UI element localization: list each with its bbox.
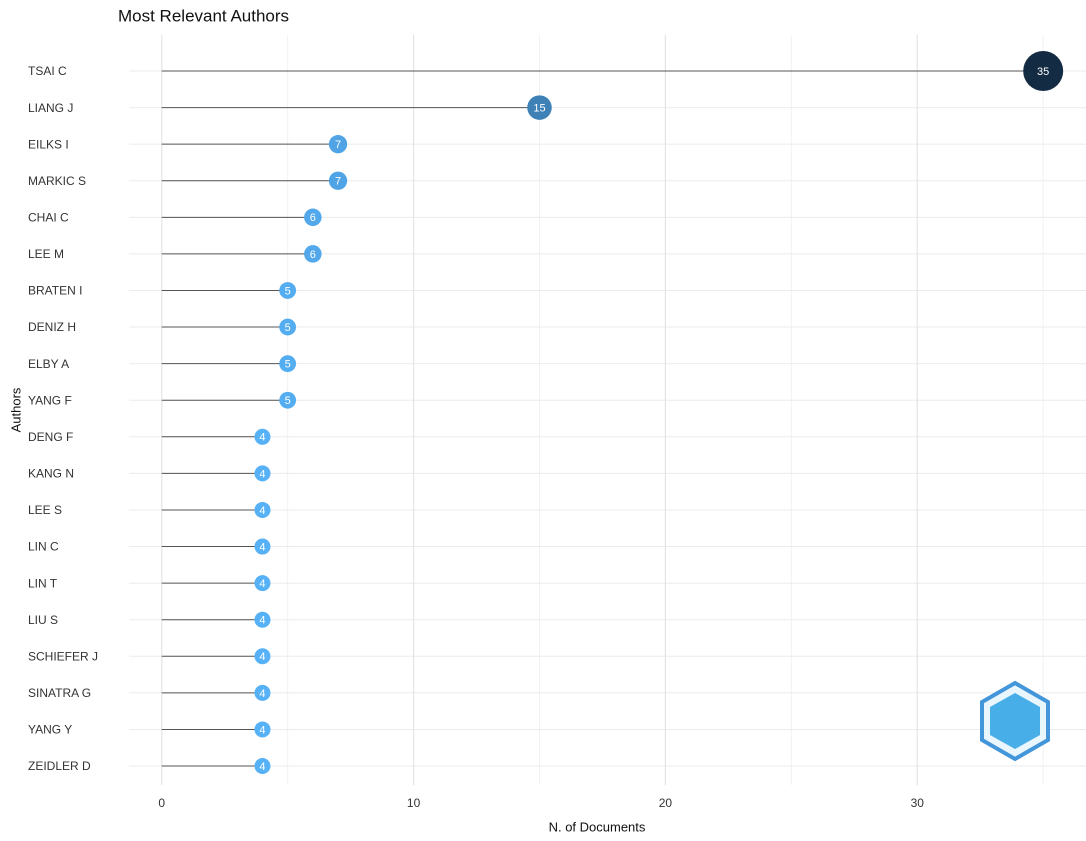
dot bbox=[254, 684, 271, 701]
y-tick-label: LIN C bbox=[28, 540, 59, 554]
dot bbox=[328, 134, 348, 154]
value-label: 4 bbox=[259, 724, 265, 736]
y-tick-label: ZEIDLER D bbox=[28, 759, 91, 773]
y-tick-label: DENIZ H bbox=[28, 320, 76, 334]
value-label: 4 bbox=[259, 432, 265, 444]
value-label: 4 bbox=[259, 615, 265, 627]
value-label: 4 bbox=[259, 761, 265, 773]
x-tick-label: 20 bbox=[659, 796, 673, 810]
x-tick-label: 0 bbox=[158, 796, 165, 810]
value-label: 5 bbox=[285, 395, 291, 407]
y-tick-label: CHAI C bbox=[28, 210, 69, 224]
dot bbox=[279, 355, 297, 373]
y-tick-label: KANG N bbox=[28, 467, 74, 481]
value-label: 4 bbox=[259, 541, 265, 553]
y-tick-label: LIU S bbox=[28, 613, 58, 627]
dot bbox=[304, 245, 322, 263]
dot bbox=[254, 575, 271, 592]
value-label: 6 bbox=[310, 212, 316, 224]
value-label: 6 bbox=[310, 249, 316, 261]
x-tick-label: 30 bbox=[911, 796, 925, 810]
dot bbox=[254, 428, 271, 445]
y-tick-label: BRATEN I bbox=[28, 284, 82, 298]
value-label: 5 bbox=[285, 285, 291, 297]
y-axis-title: Authors bbox=[8, 387, 23, 432]
y-tick-label: LIANG J bbox=[28, 101, 73, 115]
value-label: 35 bbox=[1037, 66, 1049, 78]
dot bbox=[328, 171, 348, 190]
dot bbox=[527, 95, 552, 120]
logo bbox=[980, 680, 1050, 762]
dot bbox=[1023, 51, 1064, 91]
dot bbox=[254, 758, 271, 775]
dot bbox=[304, 208, 322, 227]
value-label: 4 bbox=[259, 505, 265, 517]
dot bbox=[254, 538, 271, 555]
dot bbox=[254, 501, 271, 518]
value-label: 7 bbox=[335, 139, 341, 151]
y-tick-label: LEE M bbox=[28, 247, 64, 261]
dot bbox=[279, 318, 297, 336]
y-tick-label: EILKS I bbox=[28, 137, 69, 151]
value-label: 5 bbox=[285, 359, 291, 371]
y-tick-label: YANG Y bbox=[28, 723, 72, 737]
y-tick-label: ELBY A bbox=[28, 357, 69, 371]
value-label: 4 bbox=[259, 688, 265, 700]
dot bbox=[279, 282, 297, 299]
y-tick-label: MARKIC S bbox=[28, 174, 86, 188]
dot bbox=[254, 611, 271, 628]
dot bbox=[254, 465, 271, 482]
value-label: 4 bbox=[259, 578, 265, 590]
y-tick-label: SINATRA G bbox=[28, 686, 91, 700]
x-tick-label: 10 bbox=[407, 796, 421, 810]
value-label: 4 bbox=[259, 468, 265, 480]
chart-title: Most Relevant Authors bbox=[118, 6, 289, 25]
y-tick-label: SCHIEFER J bbox=[28, 649, 98, 663]
y-tick-label: DENG F bbox=[28, 430, 73, 444]
y-tick-label: TSAI C bbox=[28, 64, 67, 78]
dot bbox=[254, 721, 271, 738]
value-label: 15 bbox=[533, 102, 545, 114]
y-tick-label: YANG F bbox=[28, 393, 72, 407]
value-label: 7 bbox=[335, 176, 341, 188]
value-label: 5 bbox=[285, 322, 291, 334]
dot bbox=[254, 648, 271, 665]
x-axis-title: N. of Documents bbox=[549, 819, 646, 834]
y-tick-label: LEE S bbox=[28, 503, 62, 517]
y-tick-label: LIN T bbox=[28, 576, 58, 590]
value-label: 4 bbox=[259, 651, 265, 663]
dot bbox=[279, 391, 297, 409]
